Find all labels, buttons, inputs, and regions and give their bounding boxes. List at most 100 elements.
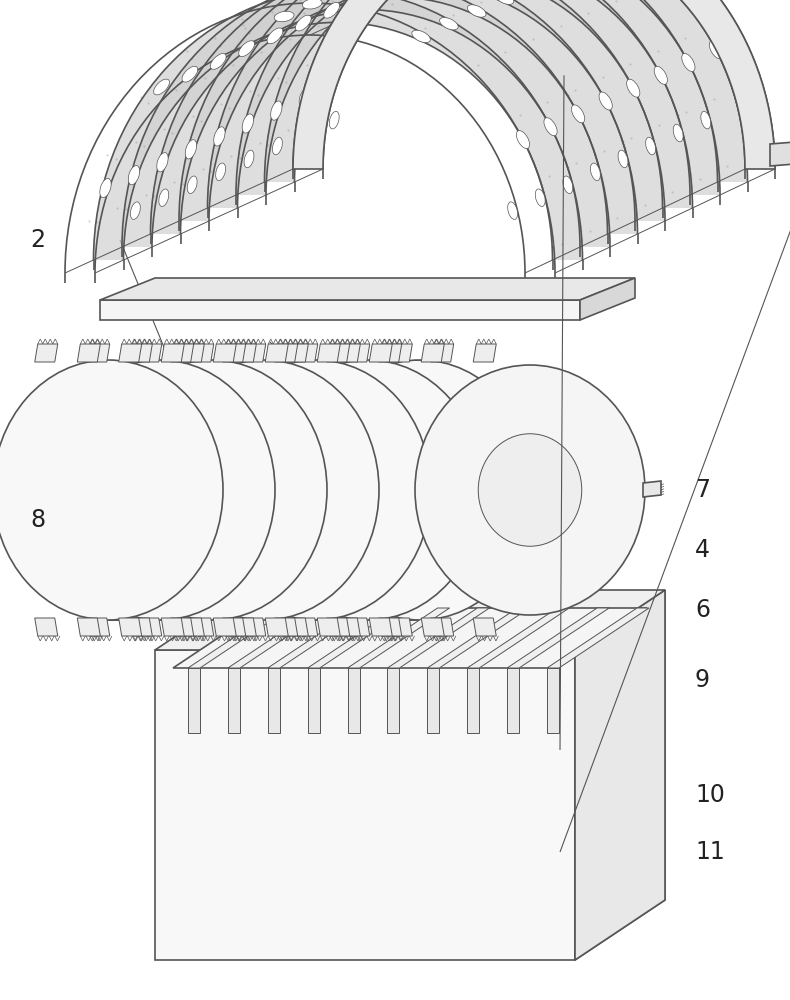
Polygon shape — [275, 618, 298, 636]
Polygon shape — [295, 618, 318, 636]
Polygon shape — [155, 590, 665, 650]
Polygon shape — [427, 668, 439, 733]
Ellipse shape — [239, 41, 254, 57]
Ellipse shape — [0, 360, 223, 620]
Polygon shape — [473, 618, 496, 636]
Polygon shape — [347, 618, 370, 636]
Polygon shape — [318, 618, 340, 636]
Polygon shape — [179, 0, 665, 221]
Text: 4: 4 — [695, 538, 710, 562]
Ellipse shape — [149, 360, 379, 620]
Polygon shape — [387, 608, 490, 668]
Polygon shape — [188, 668, 200, 733]
Polygon shape — [171, 618, 194, 636]
Polygon shape — [295, 344, 318, 362]
Ellipse shape — [412, 30, 431, 43]
Polygon shape — [213, 344, 236, 362]
Polygon shape — [575, 590, 665, 960]
Ellipse shape — [153, 79, 169, 95]
Ellipse shape — [563, 176, 573, 194]
Polygon shape — [161, 344, 184, 362]
Ellipse shape — [159, 189, 169, 206]
Ellipse shape — [571, 105, 585, 123]
Polygon shape — [223, 618, 246, 636]
Ellipse shape — [709, 41, 723, 59]
Polygon shape — [427, 608, 529, 668]
Ellipse shape — [305, 360, 535, 620]
Ellipse shape — [210, 54, 226, 69]
Text: 11: 11 — [695, 840, 724, 864]
Ellipse shape — [439, 18, 458, 30]
Polygon shape — [387, 668, 400, 733]
Polygon shape — [421, 344, 444, 362]
Ellipse shape — [508, 202, 517, 219]
Ellipse shape — [130, 202, 141, 219]
Polygon shape — [467, 608, 570, 668]
Polygon shape — [93, 0, 582, 260]
Ellipse shape — [517, 131, 529, 149]
Ellipse shape — [329, 111, 339, 129]
Polygon shape — [575, 590, 665, 960]
Polygon shape — [122, 0, 610, 247]
Polygon shape — [190, 618, 214, 636]
Polygon shape — [130, 618, 152, 636]
Polygon shape — [173, 608, 647, 668]
Polygon shape — [139, 344, 162, 362]
Polygon shape — [161, 618, 184, 636]
Text: 10: 10 — [695, 783, 725, 807]
Ellipse shape — [267, 28, 283, 44]
Ellipse shape — [352, 0, 368, 5]
Polygon shape — [643, 481, 661, 497]
Polygon shape — [770, 140, 790, 166]
Polygon shape — [228, 668, 240, 733]
Ellipse shape — [273, 137, 282, 155]
Polygon shape — [188, 608, 290, 668]
Polygon shape — [318, 344, 340, 362]
Polygon shape — [337, 618, 360, 636]
Polygon shape — [151, 0, 638, 234]
Polygon shape — [431, 618, 453, 636]
Polygon shape — [307, 608, 410, 668]
Polygon shape — [243, 618, 265, 636]
Polygon shape — [348, 608, 450, 668]
Polygon shape — [507, 668, 519, 733]
Polygon shape — [348, 668, 359, 733]
Polygon shape — [243, 344, 265, 362]
Polygon shape — [155, 650, 575, 960]
Polygon shape — [118, 344, 141, 362]
Ellipse shape — [299, 88, 310, 107]
Polygon shape — [190, 344, 214, 362]
Ellipse shape — [128, 166, 140, 185]
Text: 9: 9 — [695, 668, 710, 692]
Polygon shape — [431, 344, 453, 362]
Polygon shape — [265, 344, 288, 362]
Ellipse shape — [415, 365, 645, 615]
Polygon shape — [233, 618, 256, 636]
Ellipse shape — [243, 114, 254, 133]
Polygon shape — [421, 618, 444, 636]
Ellipse shape — [478, 434, 581, 546]
Polygon shape — [285, 344, 308, 362]
Polygon shape — [327, 618, 350, 636]
Polygon shape — [181, 344, 205, 362]
Polygon shape — [265, 0, 747, 182]
Text: 2: 2 — [30, 228, 45, 252]
Ellipse shape — [201, 360, 431, 620]
Ellipse shape — [187, 176, 198, 194]
Ellipse shape — [303, 0, 322, 9]
Ellipse shape — [295, 15, 311, 31]
Ellipse shape — [97, 360, 327, 620]
Polygon shape — [35, 618, 58, 636]
Polygon shape — [100, 300, 580, 320]
Polygon shape — [223, 344, 246, 362]
Polygon shape — [275, 344, 298, 362]
Polygon shape — [580, 278, 635, 320]
Ellipse shape — [216, 163, 225, 181]
Ellipse shape — [626, 79, 640, 97]
Ellipse shape — [701, 111, 711, 129]
Polygon shape — [228, 608, 330, 668]
Polygon shape — [77, 344, 100, 362]
Ellipse shape — [301, 124, 310, 142]
Polygon shape — [265, 618, 288, 636]
Ellipse shape — [156, 153, 168, 172]
